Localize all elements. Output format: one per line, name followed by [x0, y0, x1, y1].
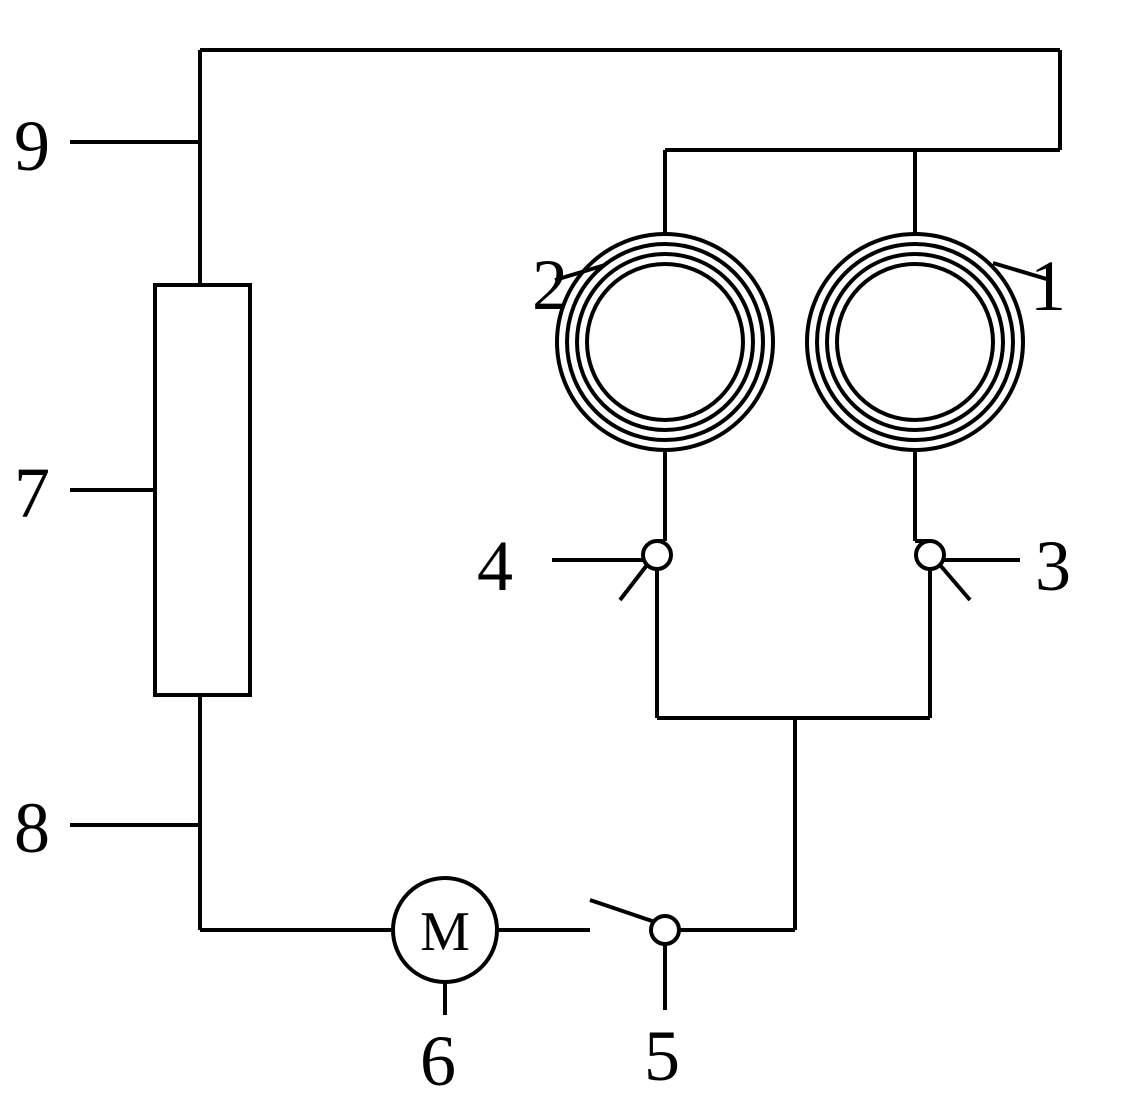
schematic-diagram: M	[0, 0, 1131, 1119]
label-1: 1	[1030, 245, 1066, 328]
heat-exchanger	[155, 285, 250, 695]
motor: M	[393, 878, 497, 982]
valve-5	[651, 916, 679, 944]
label-2: 2	[532, 244, 568, 327]
label-7: 7	[14, 452, 50, 535]
label-3: 3	[1035, 525, 1071, 608]
label-6: 6	[420, 1020, 456, 1103]
valve-3	[916, 541, 970, 600]
label-9: 9	[14, 105, 50, 188]
label-8: 8	[14, 787, 50, 870]
valve-4	[620, 541, 671, 600]
coil-2	[557, 234, 773, 450]
label-4: 4	[477, 525, 513, 608]
valve5-arm	[590, 900, 655, 922]
motor-letter: M	[420, 901, 470, 963]
coil-1	[807, 234, 1023, 450]
label-5: 5	[644, 1015, 680, 1098]
